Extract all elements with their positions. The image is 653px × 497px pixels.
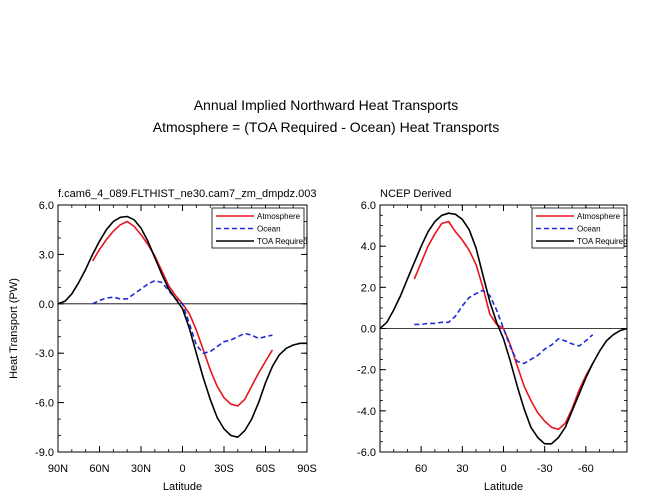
series-line-atmosphere — [413, 220, 594, 431]
legend-label: Atmosphere — [257, 212, 301, 221]
y-tick-label: 0.0 — [361, 324, 376, 336]
x-tick-label: -60 — [578, 463, 594, 475]
series-line-atmosphere — [91, 220, 274, 407]
chart-panel-left: f.cam6_4_089.FLTHIST_ne30.cam7_zm_dmpdz.… — [8, 188, 317, 493]
x-tick-label: 0 — [500, 463, 506, 475]
x-tick-label: -30 — [537, 463, 553, 475]
y-tick-label: -6.0 — [35, 398, 54, 410]
x-axis-label: Latitude — [484, 481, 523, 493]
x-tick-label: 60 — [415, 463, 427, 475]
panel-title: NCEP Derived — [380, 188, 451, 200]
x-tick-label: 0 — [179, 463, 185, 475]
x-axis-label: Latitude — [163, 481, 202, 493]
y-tick-label: 3.0 — [39, 249, 54, 261]
series-line-toa-required — [379, 212, 628, 445]
figure-title-line1: Annual Implied Northward Heat Transports — [194, 97, 459, 113]
series-line-ocean — [92, 279, 273, 355]
y-tick-label: 6.0 — [361, 200, 376, 212]
legend-label: Atmosphere — [577, 212, 621, 221]
x-tick-label: 60S — [256, 463, 276, 475]
legend-label: TOA Required — [577, 237, 628, 246]
x-tick-label: 60N — [89, 463, 109, 475]
legend: Atmosphere Ocean TOA Required — [211, 207, 308, 249]
legend: Atmosphere Ocean TOA Required — [531, 207, 628, 249]
x-tick-label: 30N — [131, 463, 151, 475]
chart-panel-right: NCEP Derived 60 30 0 -30 -60 6.0 4.0 2.0 0.0 -2.0 -… — [357, 188, 628, 493]
x-tick-label: 90N — [48, 463, 68, 475]
y-axis-label: Heat Transport (PW) — [8, 278, 20, 379]
y-tick-label: -3.0 — [35, 348, 54, 360]
y-tick-label: 4.0 — [361, 241, 376, 253]
legend-label: Ocean — [257, 225, 281, 234]
x-tick-label: 90S — [297, 463, 317, 475]
figure-title-line2: Atmosphere = (TOA Required - Ocean) Heat… — [153, 119, 499, 135]
y-tick-label: 6.0 — [39, 200, 54, 212]
series-line-toa-required — [57, 215, 307, 439]
y-tick-label: -9.0 — [35, 447, 54, 459]
panel-title: f.cam6_4_089.FLTHIST_ne30.cam7_zm_dmpdz.… — [58, 188, 316, 200]
y-tick-label: 0.0 — [39, 299, 54, 311]
y-tick-label: -2.0 — [357, 365, 376, 377]
y-tick-label: -6.0 — [357, 447, 376, 459]
y-tick-label: -4.0 — [357, 406, 376, 418]
series-line-ocean — [414, 289, 594, 365]
y-tick-label: 2.0 — [361, 282, 376, 294]
x-tick-label: 30S — [214, 463, 234, 475]
x-tick-label: 30 — [456, 463, 468, 475]
legend-label: Ocean — [577, 225, 601, 234]
legend-label: TOA Required — [257, 237, 308, 246]
